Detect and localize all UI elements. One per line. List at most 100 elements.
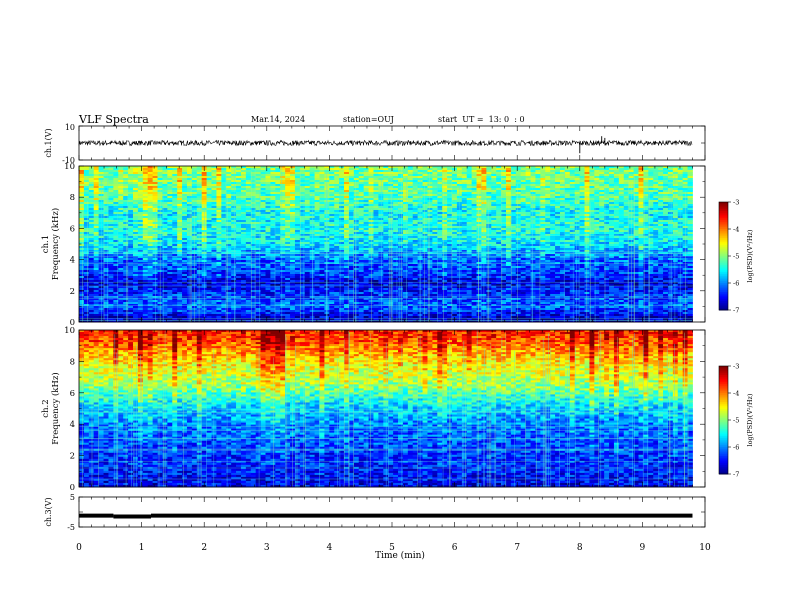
spectro-cell	[402, 214, 409, 217]
spectro-cell	[559, 218, 566, 221]
spectro-cell	[329, 222, 335, 225]
spectro-cell	[447, 166, 453, 169]
spectro-cell	[236, 182, 242, 185]
spectro-cell	[594, 178, 600, 181]
spectro-cell	[206, 224, 212, 227]
spectro-cell	[564, 176, 571, 179]
spectro-cell	[368, 178, 374, 181]
spectro-cell	[525, 218, 531, 221]
spectro-cell	[613, 200, 620, 203]
spectro-cell	[103, 220, 109, 223]
spectro-cell	[491, 194, 497, 197]
spectro-cell	[663, 190, 669, 193]
spectro-cell	[88, 184, 95, 187]
spectro-cell	[564, 178, 571, 181]
spectro-cell	[290, 194, 296, 197]
spectro-cell	[186, 184, 193, 187]
spectro-cell	[240, 188, 247, 191]
spectro-cell	[137, 186, 144, 189]
spectro-cell	[226, 212, 232, 215]
spectro-cell	[589, 186, 595, 189]
spectro-cell	[633, 196, 639, 199]
spectro-cell	[417, 210, 423, 213]
spectro-cell	[373, 202, 379, 205]
spectro-cell	[599, 216, 605, 219]
spectro-cell	[461, 210, 468, 213]
spectro-cell	[564, 188, 571, 191]
spectro-cell	[378, 220, 384, 223]
spectro-cell	[324, 172, 330, 175]
spectro-cell	[383, 182, 389, 185]
spectro-cell	[599, 202, 605, 205]
spectro-cell	[280, 222, 286, 225]
spectro-cell	[314, 210, 320, 213]
spectro-cell	[363, 212, 369, 215]
spectro-cell	[491, 202, 497, 205]
spectro-cell	[368, 196, 374, 199]
spectro-cell	[147, 206, 154, 209]
spectro-cell	[344, 190, 350, 193]
spectro-cell	[186, 176, 193, 179]
spectro-cell	[540, 190, 546, 193]
spectro-cell	[294, 224, 301, 227]
spectro-cell	[422, 202, 428, 205]
spectro-cell	[599, 200, 605, 203]
spectro-cell	[358, 168, 365, 171]
spectro-cell	[113, 180, 119, 183]
spectro-cell	[255, 222, 261, 225]
spectro-cell	[334, 194, 340, 197]
spectro-cell	[123, 194, 129, 197]
spectro-cell	[206, 202, 212, 205]
spectro-cell	[314, 190, 320, 193]
spectro-cell	[461, 202, 468, 205]
spectro-cell	[633, 178, 639, 181]
spectro-cell	[255, 220, 261, 223]
spectro-cell	[540, 178, 546, 181]
spectro-cell	[196, 194, 203, 197]
spectro-cell	[132, 220, 139, 223]
spectro-cell	[505, 214, 512, 217]
spectro-cell	[476, 220, 482, 223]
spectro-cell	[182, 190, 188, 193]
spectro-cell	[402, 222, 409, 225]
spectro-cell	[206, 210, 212, 213]
spectro-cell	[437, 184, 443, 187]
spectro-cell	[432, 170, 438, 173]
spectro-cell	[79, 190, 85, 193]
spectro-cell	[491, 168, 497, 171]
spectro-cell	[515, 190, 522, 193]
spectro-cell	[378, 176, 384, 179]
spectro-cell	[344, 176, 350, 179]
spectro-cell	[638, 170, 644, 173]
spectro-cell	[231, 196, 237, 199]
spectro-cell	[137, 180, 144, 183]
spectro-cell	[501, 174, 507, 177]
spectro-cell	[98, 202, 104, 205]
spectro-cell	[83, 184, 90, 187]
spectro-cell	[427, 174, 433, 177]
spectro-cell	[137, 168, 144, 171]
spectro-cell	[98, 204, 104, 207]
spectro-cell	[196, 204, 203, 207]
spectro-cell	[530, 178, 536, 181]
spectro-cell	[672, 196, 679, 199]
spectro-cell	[142, 194, 149, 197]
spectro-cell	[589, 178, 595, 181]
spectro-cell	[540, 170, 546, 173]
spectro-cell	[682, 174, 688, 177]
spectro-cell	[147, 180, 154, 183]
spectro-cell	[363, 176, 369, 179]
spectro-cell	[687, 194, 693, 197]
spectro-cell	[270, 224, 276, 227]
spectro-cell	[231, 220, 237, 223]
spectro-cell	[505, 184, 512, 187]
spectro-cell	[123, 212, 129, 215]
spectro-cell	[461, 196, 468, 199]
spectro-cell	[373, 194, 379, 197]
spectro-cell	[344, 216, 350, 219]
spectro-cell	[79, 170, 85, 173]
spectro-cell	[339, 198, 345, 201]
spectro-cell	[265, 188, 271, 191]
spectro-cell	[113, 166, 119, 169]
spectro-cell	[299, 182, 306, 185]
